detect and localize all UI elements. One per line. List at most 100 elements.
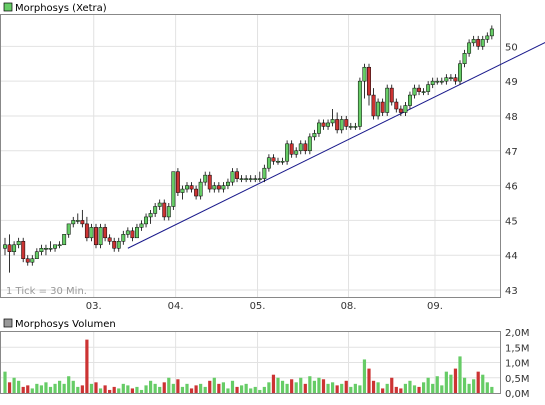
candle-body: [395, 102, 398, 109]
volume-bar: [167, 378, 170, 393]
candle-body: [8, 245, 11, 252]
volume-bar: [195, 385, 198, 393]
volume-bar: [185, 384, 188, 393]
candle-body: [204, 175, 207, 182]
volume-bar: [126, 385, 129, 393]
volume-bar: [35, 384, 38, 393]
candle-body: [199, 182, 202, 196]
volume-bar: [176, 379, 179, 393]
volume-bar: [440, 385, 443, 393]
candle-body: [122, 234, 125, 241]
volume-bar: [481, 375, 484, 393]
candle-body: [222, 186, 225, 189]
volume-bar: [404, 384, 407, 393]
candle-body: [276, 161, 279, 162]
volume-bar: [67, 376, 70, 393]
candle-body: [463, 53, 466, 63]
volume-bar: [94, 382, 97, 393]
volume-bar: [313, 381, 316, 393]
candle-body: [467, 43, 470, 53]
candle-body: [67, 224, 70, 234]
volume-bar: [199, 384, 202, 393]
candle-body: [172, 172, 175, 207]
candle-body: [217, 186, 220, 189]
candle-body: [349, 126, 352, 127]
candle-body: [449, 78, 452, 79]
volume-bar: [140, 390, 143, 393]
volume-bar: [413, 385, 416, 393]
price-y-tick-label: 45: [505, 216, 518, 227]
candle-body: [490, 29, 493, 36]
candle-body: [299, 144, 302, 151]
volume-y-tick-label: 1,5M: [505, 343, 530, 354]
volume-bar: [108, 390, 111, 393]
volume-bar: [172, 384, 175, 393]
candle: [172, 172, 175, 210]
candle: [22, 238, 25, 262]
volume-bar: [372, 381, 375, 393]
price-y-tick-label: 43: [505, 286, 518, 297]
candle-body: [72, 220, 75, 223]
candle-body: [235, 172, 238, 179]
candle-body: [126, 231, 129, 234]
volume-bar: [463, 378, 466, 393]
candle-body: [445, 78, 448, 81]
candle-body: [135, 227, 138, 237]
candle-body: [149, 213, 152, 216]
candle-body: [426, 85, 429, 92]
volume-bar: [8, 382, 11, 393]
candle: [458, 60, 461, 84]
candle-body: [263, 168, 266, 178]
candle-body: [190, 186, 193, 189]
candle-body: [413, 88, 416, 95]
volume-bar: [336, 385, 339, 393]
volume-bar: [308, 376, 311, 393]
candle-body: [335, 119, 338, 129]
volume-bar: [40, 385, 43, 393]
volume-bar: [258, 390, 261, 393]
candle-body: [345, 119, 348, 126]
volume-bar: [472, 379, 475, 393]
volume-bar: [22, 387, 25, 393]
candle-body: [117, 241, 120, 248]
candle-body: [44, 248, 47, 249]
candle-body: [226, 182, 229, 185]
volume-bar: [386, 384, 389, 393]
candle-body: [331, 119, 334, 122]
price-y-tick-label: 47: [505, 147, 518, 158]
candle-body: [240, 179, 243, 180]
volume-bar: [272, 375, 275, 393]
candle-body: [477, 39, 480, 46]
volume-bar: [486, 382, 489, 393]
candle-body: [431, 81, 434, 84]
volume-bar: [449, 375, 452, 393]
candle-body: [76, 220, 79, 221]
volume-bar: [345, 381, 348, 393]
price-y-tick-label: 48: [505, 112, 518, 123]
candle-body: [340, 119, 343, 129]
candle-body: [26, 259, 29, 262]
tick-interval-note: 1 Tick = 30 Min.: [6, 286, 87, 297]
candle-body: [113, 241, 116, 248]
volume-bar: [113, 387, 116, 393]
volume-bar: [267, 382, 270, 393]
candle-body: [249, 179, 252, 180]
candle-body: [281, 161, 284, 162]
candle-body: [49, 248, 52, 249]
candle-body: [140, 224, 143, 227]
candle-body: [367, 67, 370, 95]
volume-bar: [99, 388, 102, 393]
candle-body: [404, 106, 407, 113]
volume-bar: [354, 384, 357, 393]
candle-body: [58, 245, 61, 246]
volume-bar: [458, 356, 461, 393]
volume-bar: [436, 376, 439, 393]
volume-bar: [104, 385, 107, 393]
candle: [386, 85, 389, 116]
candle-body: [317, 123, 320, 133]
volume-bar: [490, 387, 493, 393]
candle-body: [381, 102, 384, 112]
price-y-tick-label: 46: [505, 182, 518, 193]
volume-bar: [72, 381, 75, 393]
volume-bar: [135, 387, 138, 393]
